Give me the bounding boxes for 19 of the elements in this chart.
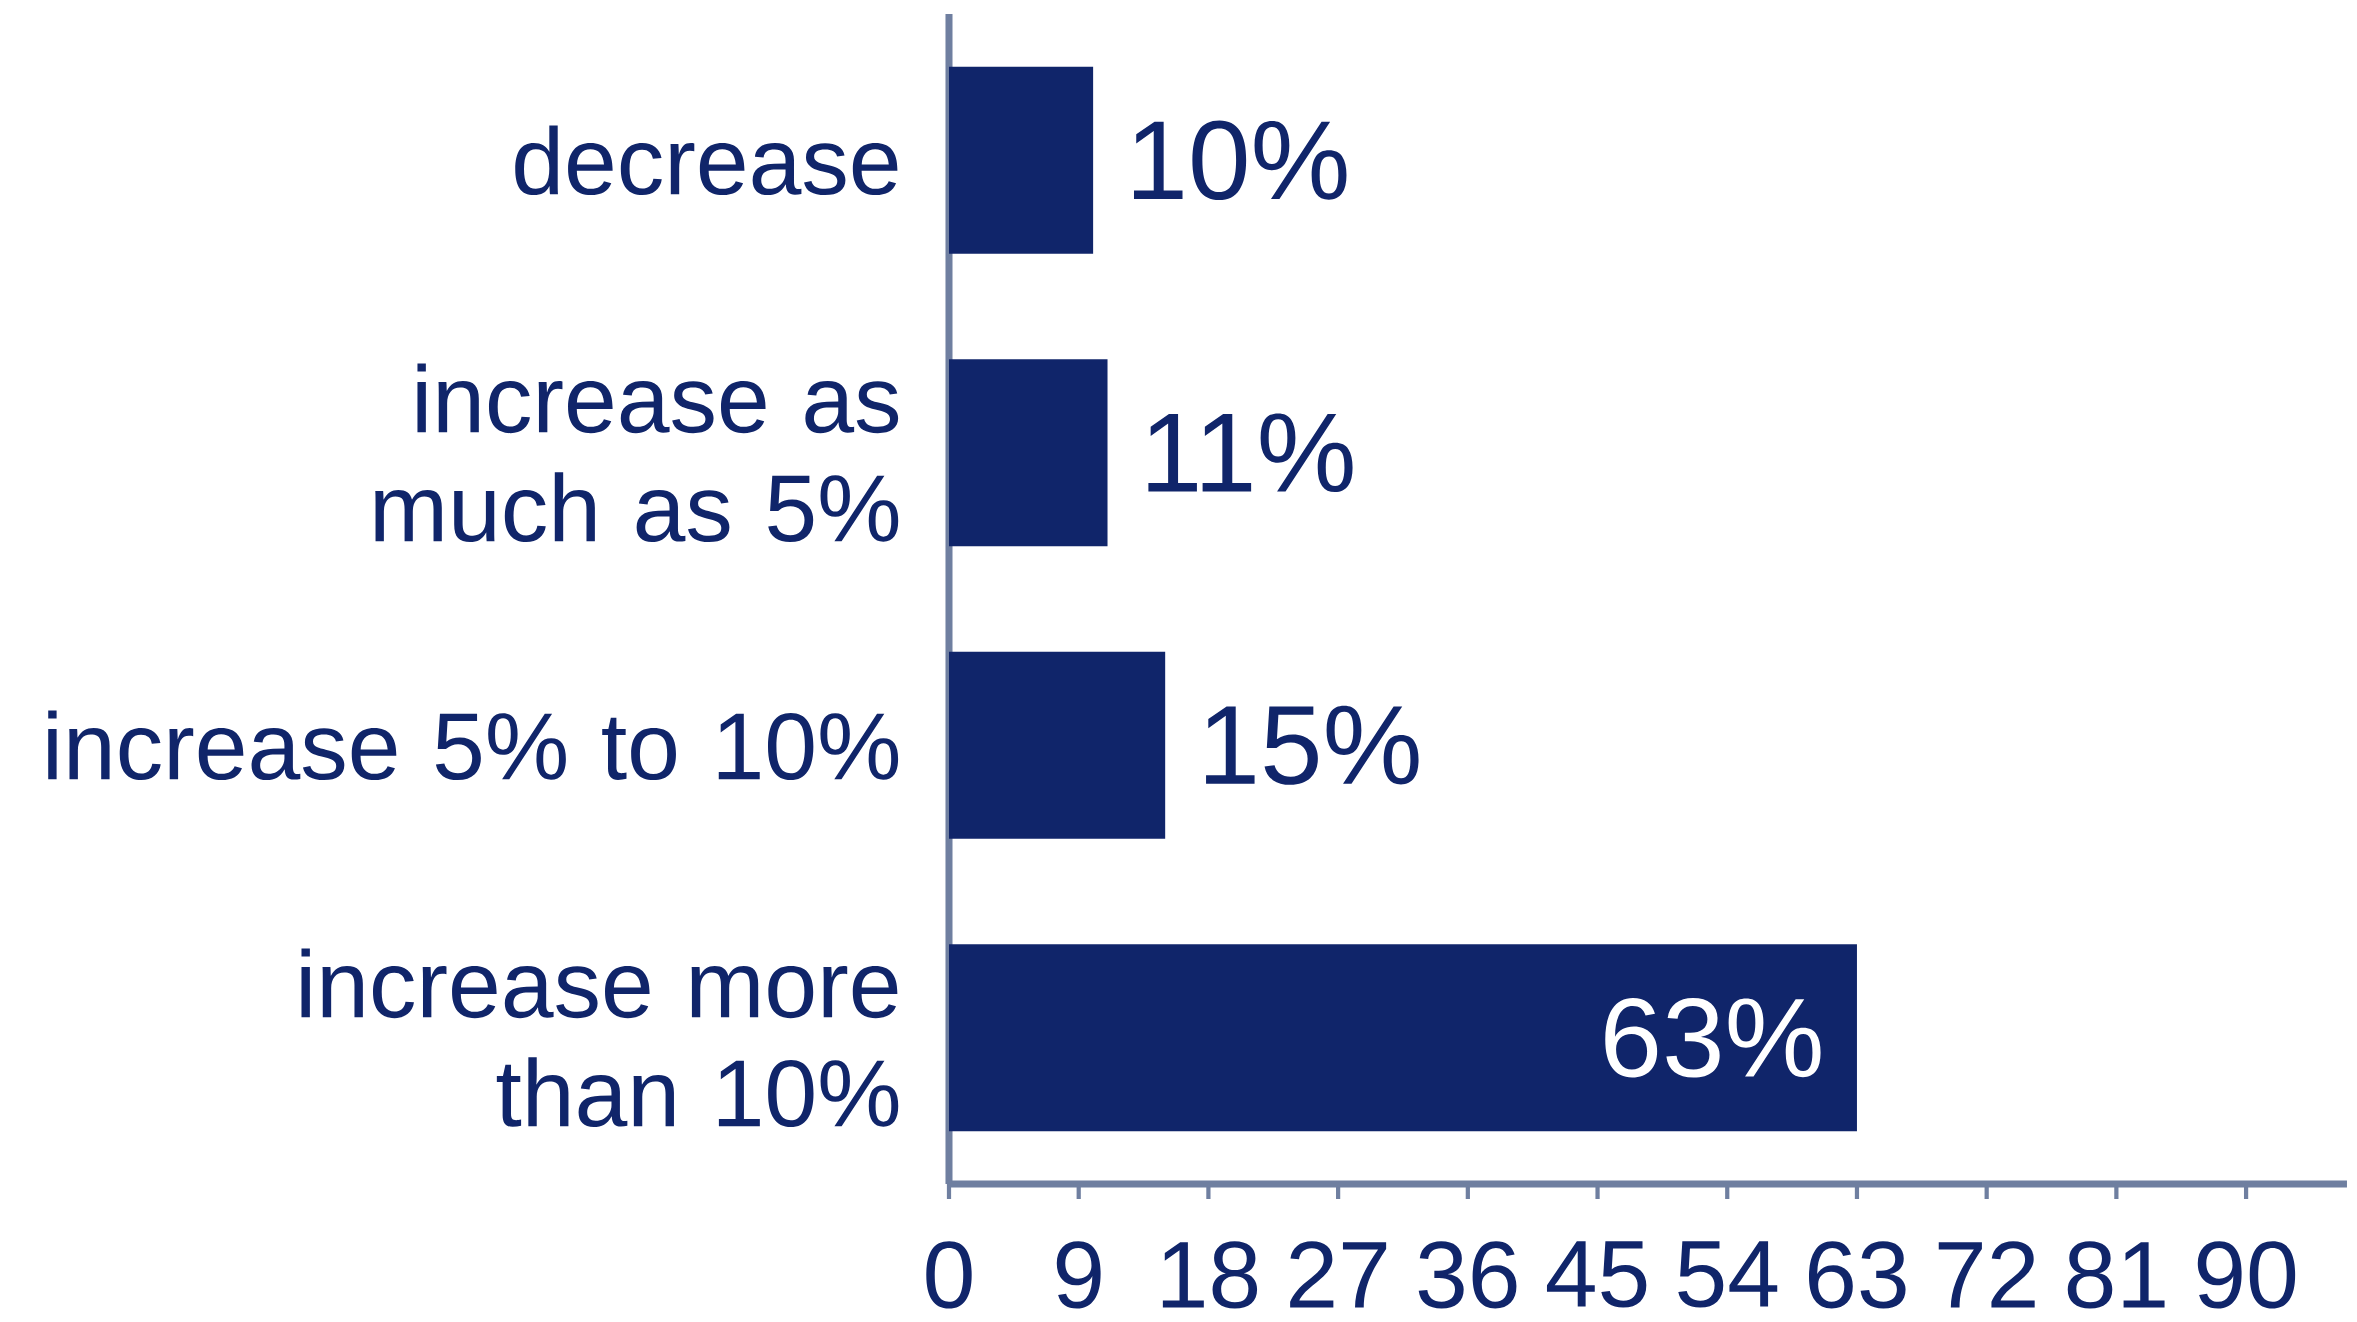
x-tick-label: 90 — [2197, 1241, 2296, 1309]
data-label: 11% — [1148, 413, 1353, 493]
x-tick-label: 54 — [1678, 1241, 1778, 1308]
x-tick-label: 63 — [1808, 1241, 1906, 1309]
y-tick-label: increase 5% to 10% — [48, 710, 899, 781]
x-tick-label: 36 — [1418, 1241, 1517, 1309]
y-tick-label: decrease — [515, 125, 898, 196]
x-tick-label: 27 — [1290, 1241, 1387, 1308]
data-label: 63% — [1605, 997, 1821, 1078]
x-tick-label: 72 — [1938, 1241, 2035, 1308]
data-label: 10% — [1133, 120, 1347, 201]
x-tick-label: 45 — [1546, 1241, 1647, 1308]
x-tick-label: 0 — [926, 1241, 972, 1309]
y-tick-label: increase more than 10% — [301, 948, 899, 1128]
x-tick-label: 18 — [1162, 1241, 1258, 1309]
x-tick-label: 81 — [2067, 1241, 2165, 1309]
x-tick-label: 9 — [1056, 1241, 1101, 1309]
data-label: 15% — [1206, 705, 1419, 785]
y-tick-label: increase as much as 5% — [375, 363, 899, 543]
